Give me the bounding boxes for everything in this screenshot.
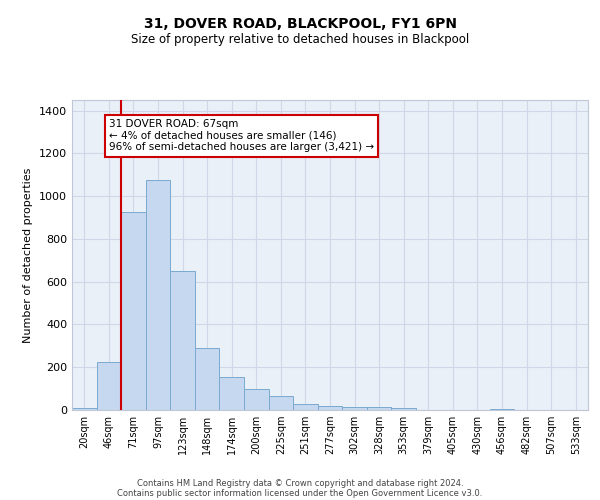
- Bar: [195, 348, 220, 410]
- Bar: [170, 271, 195, 410]
- Text: Contains public sector information licensed under the Open Government Licence v3: Contains public sector information licen…: [118, 488, 482, 498]
- Text: Size of property relative to detached houses in Blackpool: Size of property relative to detached ho…: [131, 32, 469, 46]
- Bar: [391, 408, 416, 410]
- Bar: [220, 377, 244, 410]
- Text: 31 DOVER ROAD: 67sqm
← 4% of detached houses are smaller (146)
96% of semi-detac: 31 DOVER ROAD: 67sqm ← 4% of detached ho…: [109, 119, 374, 152]
- Bar: [269, 396, 293, 410]
- Bar: [293, 404, 318, 410]
- Text: 31, DOVER ROAD, BLACKPOOL, FY1 6PN: 31, DOVER ROAD, BLACKPOOL, FY1 6PN: [143, 18, 457, 32]
- Y-axis label: Number of detached properties: Number of detached properties: [23, 168, 34, 342]
- Bar: [97, 362, 121, 410]
- Bar: [367, 407, 391, 410]
- Bar: [318, 406, 342, 410]
- Bar: [342, 407, 367, 410]
- Text: Contains HM Land Registry data © Crown copyright and database right 2024.: Contains HM Land Registry data © Crown c…: [137, 478, 463, 488]
- Bar: [244, 388, 269, 410]
- Bar: [121, 212, 146, 410]
- Bar: [146, 180, 170, 410]
- Bar: [490, 409, 514, 410]
- Bar: [72, 408, 97, 410]
